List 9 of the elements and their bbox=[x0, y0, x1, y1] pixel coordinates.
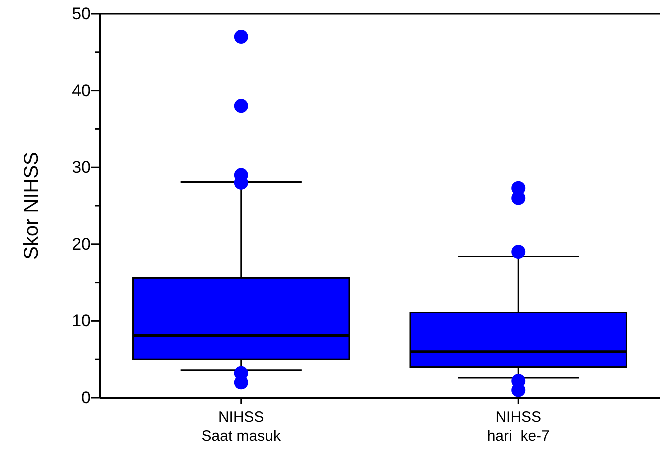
y-tick-label: 30 bbox=[72, 158, 91, 178]
y-tick-label: 20 bbox=[72, 234, 91, 254]
y-tick-label: 10 bbox=[72, 312, 91, 331]
x-tick-label: NIHSS hari ke-7 bbox=[487, 409, 550, 445]
x-tick-label: NIHSS Saat masuk bbox=[202, 409, 282, 445]
y-tick-label: 40 bbox=[72, 81, 91, 100]
y-axis-title: Skor NIHSS bbox=[21, 152, 43, 260]
y-tick-label: 0 bbox=[82, 388, 91, 408]
y-tick-label: 50 bbox=[72, 4, 91, 24]
